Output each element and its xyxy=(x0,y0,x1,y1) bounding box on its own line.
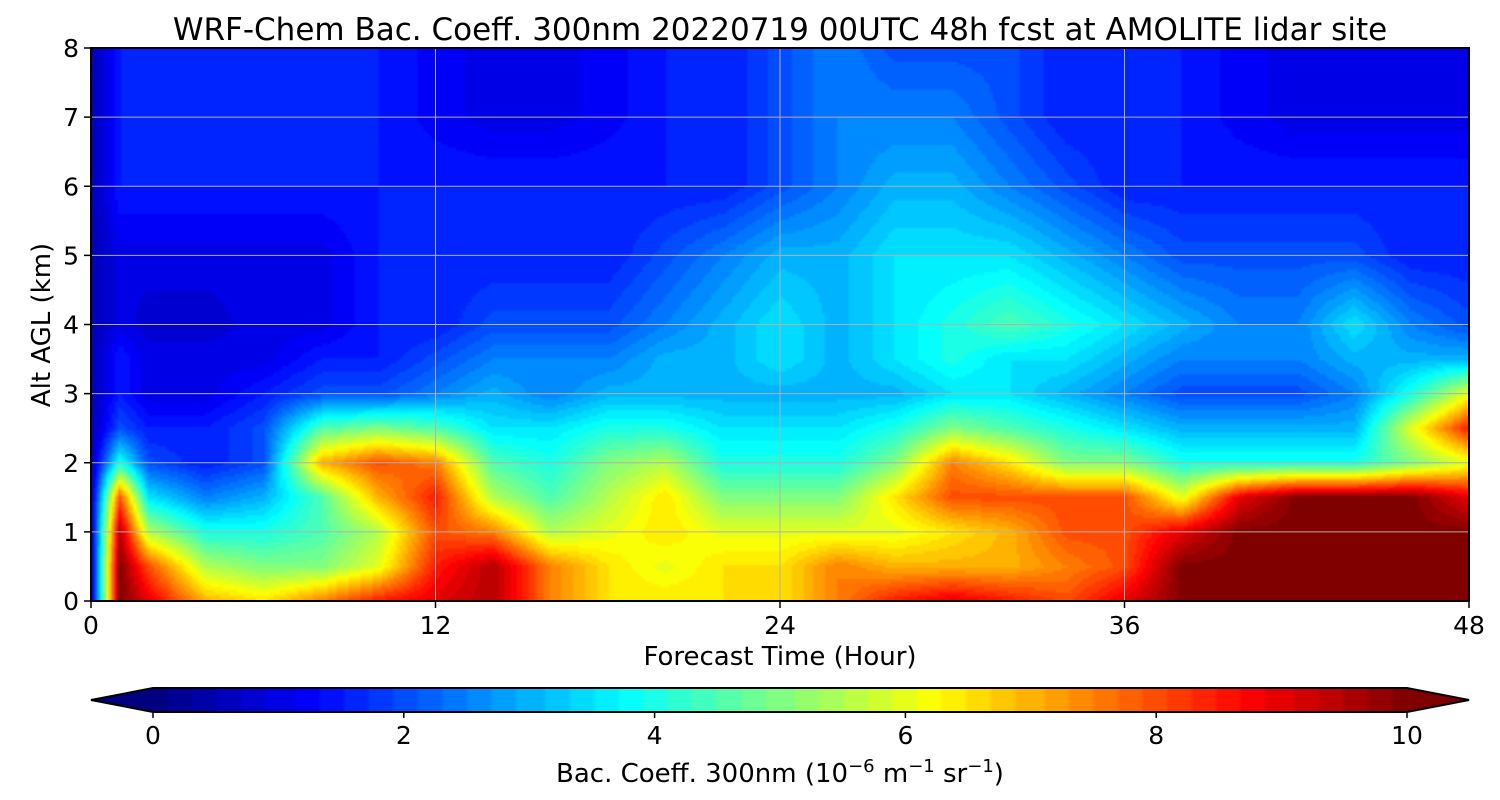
x-axis-label: Forecast Time (Hour) xyxy=(643,642,916,672)
colorbar-label-exp3: −1 xyxy=(967,756,994,777)
y-tick-label: 3 xyxy=(63,380,79,409)
y-tick-label: 0 xyxy=(63,587,79,616)
colorbar-label: Bac. Coeff. 300nm (10−6 m−1 sr−1) xyxy=(556,756,1004,789)
colorbar-extend-high xyxy=(1407,688,1469,712)
x-tick-label: 36 xyxy=(1109,611,1141,640)
y-tick-label: 8 xyxy=(63,34,79,63)
colorbar-label-mid2: sr xyxy=(935,759,968,789)
y-axis-label: Alt AGL (km) xyxy=(27,243,57,407)
colorbar-label-main: Bac. Coeff. 300nm (10 xyxy=(556,759,848,789)
x-tick-label: 24 xyxy=(764,611,796,640)
colorbar-ticks: 0 2 4 6 8 10 xyxy=(145,712,1423,750)
colorbar-tick-label: 0 xyxy=(145,721,161,750)
x-tick-label: 12 xyxy=(420,611,452,640)
colorbar-tick-label: 6 xyxy=(897,721,913,750)
colorbar-extend-low xyxy=(91,688,153,712)
y-tick-label: 2 xyxy=(63,449,79,478)
x-tick-label: 0 xyxy=(83,611,99,640)
colorbar-tick-label: 8 xyxy=(1148,721,1164,750)
colorbar-label-exp2: −1 xyxy=(908,756,935,777)
y-tick-label: 4 xyxy=(63,311,79,340)
colorbar-label-exp1: −6 xyxy=(848,756,875,777)
colorbar-tick-label: 4 xyxy=(647,721,663,750)
colorbar-label-mid: m xyxy=(875,759,909,789)
y-tick-label: 1 xyxy=(63,518,79,547)
colorbar-label-end: ) xyxy=(994,759,1004,789)
colorbar: 0 2 4 6 8 10 Bac. Coeff. 300nm (10−6 m−1 sr−1… xyxy=(90,687,1470,789)
y-tick-label: 6 xyxy=(63,172,79,201)
x-tick-label: 48 xyxy=(1453,611,1485,640)
colorbar-tick-label: 10 xyxy=(1391,721,1423,750)
colorbar-gradient xyxy=(153,688,1407,712)
chart-title: WRF-Chem Bac. Coeff. 300nm 20220719 00UT… xyxy=(173,12,1387,48)
colorbar-tick-label: 2 xyxy=(396,721,412,750)
y-tick-label: 7 xyxy=(63,103,79,132)
y-axis-ticks: 0 1 2 3 4 5 6 7 8 xyxy=(63,34,91,616)
x-axis-ticks: 0 12 24 36 48 xyxy=(83,601,1485,640)
y-tick-label: 5 xyxy=(63,241,79,270)
